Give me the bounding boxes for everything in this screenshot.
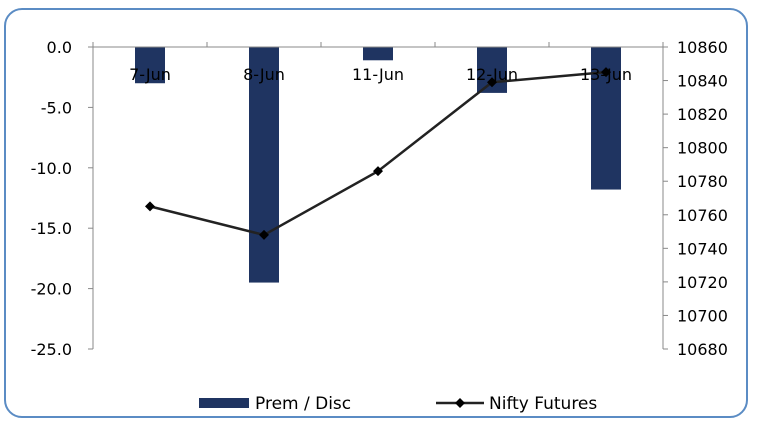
bar-7-jun: [135, 47, 165, 84]
category-label-8-jun: 8-Jun: [243, 65, 285, 84]
legend-swatch-prem-disc: [199, 398, 249, 408]
left-tick-label: -25.0: [31, 340, 72, 359]
category-label-13-jun: 13-Jun: [580, 65, 632, 84]
marker-12-jun: [487, 77, 497, 88]
right-tick-label: 10740: [677, 239, 728, 258]
category-label-7-jun: 7-Jun: [129, 65, 171, 84]
left-tick-label: 0.0: [47, 38, 72, 57]
axes-layer: [88, 42, 668, 350]
bar-11-jun: [363, 47, 393, 61]
right-tick-label: 10800: [677, 139, 728, 158]
right-tick-label: 10780: [677, 172, 728, 191]
left-tick-label: -20.0: [31, 280, 72, 299]
right-tick-label: 10700: [677, 306, 728, 325]
right-tick-label: 10820: [677, 105, 728, 124]
right-tick-label: 10840: [677, 72, 728, 91]
labels-layer: 0.0 -5.0 -10.0 -15.0 -20.0 -25.0 10860 10840 108…: [31, 38, 728, 359]
series-line-nifty-futures: [149, 70, 607, 237]
right-tick-label: 10680: [677, 340, 728, 359]
category-label-11-jun: 11-Jun: [352, 65, 404, 84]
right-tick-label: 10860: [677, 38, 728, 57]
chart-frame: [4, 8, 748, 418]
bar-8-jun: [249, 47, 279, 283]
marker-11-jun: [373, 166, 383, 177]
left-tick-label: -15.0: [31, 219, 72, 238]
right-tick-label: 10760: [677, 206, 728, 225]
category-label-12-jun: 12-Jun: [466, 65, 518, 84]
legend-label-prem-disc: Prem / Disc: [255, 394, 351, 414]
right-tick-label: 10720: [677, 273, 728, 292]
marker-7-jun: [145, 201, 155, 212]
legend-label-nifty-futures: Nifty Futures: [489, 394, 597, 414]
legend: Prem / Disc Nifty Futures: [199, 394, 597, 414]
marker-13-jun: [601, 67, 611, 78]
left-tick-label: -10.0: [31, 159, 72, 178]
left-tick-label: -5.0: [41, 98, 72, 117]
legend-marker-nifty-futures: [455, 398, 465, 408]
line-layer: [145, 67, 611, 240]
marker-8-jun: [259, 229, 269, 240]
